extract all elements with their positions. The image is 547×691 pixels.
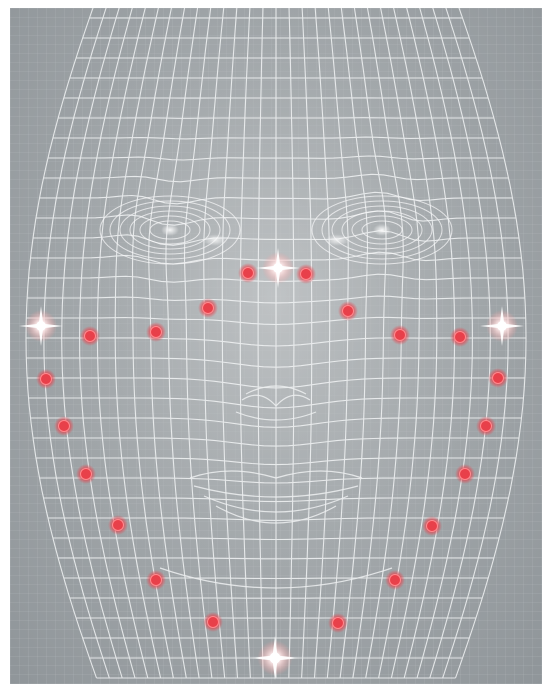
- landmark-marker: [40, 373, 52, 385]
- lens-flare: [250, 636, 300, 680]
- mesh-horizontal-line: [33, 437, 519, 447]
- mesh-horizontal-line: [27, 377, 525, 389]
- landmark-marker: [492, 372, 504, 384]
- landmark-marker: [112, 519, 124, 531]
- landmark-marker: [84, 330, 96, 342]
- eye-ring: [99, 195, 241, 265]
- mesh-horizontal-line: [43, 497, 509, 503]
- landmark-markers: [36, 263, 508, 633]
- landmark-marker: [454, 331, 466, 343]
- landmark-marker: [480, 420, 492, 432]
- eye-ring: [351, 215, 413, 245]
- landmark-marker: [332, 617, 344, 629]
- landmark-marker: [207, 616, 219, 628]
- eye-highlight: [161, 224, 179, 236]
- eye-ring: [109, 200, 231, 260]
- mesh-horizontal-line: [58, 557, 494, 560]
- landmark-marker: [459, 468, 471, 480]
- landmark-marker: [58, 420, 70, 432]
- mesh-horizontal-line: [28, 397, 524, 409]
- landmark-marker: [389, 574, 401, 586]
- eye-corner-highlight: [203, 234, 227, 246]
- mesh-horizontal-line: [43, 173, 509, 183]
- eye-ring: [129, 210, 211, 250]
- lens-flare: [256, 248, 300, 288]
- landmark-marker: [202, 302, 214, 314]
- landmark-marker: [300, 268, 312, 280]
- eye-ring: [149, 220, 191, 240]
- mesh-horizontal-line: [26, 316, 526, 326]
- mesh-horizontal-line: [58, 117, 494, 119]
- mesh-horizontal-line: [48, 155, 504, 161]
- mesh-horizontal-line: [30, 417, 522, 428]
- eye-corner-highlight: [325, 234, 349, 246]
- mesh-horizontal-line: [52, 136, 500, 140]
- landmark-marker: [342, 305, 354, 317]
- lens-flare: [480, 306, 524, 346]
- landmark-marker: [80, 468, 92, 480]
- eye-ring: [139, 215, 201, 245]
- eye-ring: [331, 205, 433, 255]
- eye-ring: [311, 195, 453, 265]
- mesh-horizontal-line: [27, 295, 525, 304]
- landmark-marker: [150, 574, 162, 586]
- eye-ring: [119, 205, 221, 255]
- eye-ring: [321, 200, 443, 260]
- eye-ring: [361, 220, 403, 240]
- mesh-horizontal-line: [36, 457, 516, 466]
- lens-flares: [19, 248, 524, 680]
- landmark-marker: [242, 267, 254, 279]
- eye-meshes: [99, 195, 453, 265]
- landmark-marker: [394, 329, 406, 341]
- mesh-horizontal-line: [52, 537, 500, 541]
- face-wireframe: [25, 8, 527, 679]
- eye-ring: [341, 210, 423, 250]
- eye-highlight: [373, 224, 391, 236]
- mesh-horizontal-line: [36, 210, 516, 226]
- face-mesh-svg: [10, 8, 542, 684]
- mesh-horizontal-line: [39, 191, 513, 205]
- mesh-horizontal-line: [39, 477, 513, 484]
- mesh-horizontal-line: [26, 337, 526, 347]
- mesh-horizontal-line: [63, 577, 489, 580]
- face-mesh-image: [10, 8, 542, 684]
- mesh-horizontal-line: [33, 230, 519, 246]
- lens-flare: [19, 306, 63, 346]
- nose-mouth-detail: [159, 385, 393, 589]
- landmark-marker: [426, 520, 438, 532]
- landmark-marker: [150, 326, 162, 338]
- mesh-horizontal-line: [26, 357, 526, 368]
